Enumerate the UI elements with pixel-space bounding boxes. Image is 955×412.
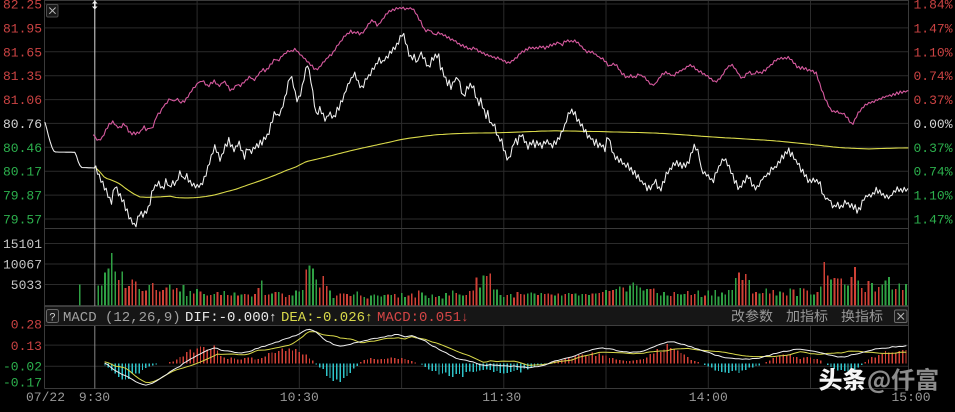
svg-text:15:00: 15:00 — [891, 390, 930, 405]
svg-text:0.28: 0.28 — [11, 317, 42, 332]
svg-text:14:00: 14:00 — [689, 390, 728, 405]
svg-text:81.65: 81.65 — [3, 45, 42, 60]
svg-text:80.46: 80.46 — [3, 141, 42, 156]
svg-text:79.87: 79.87 — [3, 189, 42, 204]
svg-text:82.25: 82.25 — [3, 0, 42, 13]
svg-text:15101: 15101 — [3, 237, 42, 252]
svg-text:9:30: 9:30 — [79, 390, 110, 405]
svg-text:↑: ↑ — [365, 310, 373, 325]
svg-text:0.74%: 0.74% — [914, 69, 953, 84]
svg-text:80.76: 80.76 — [3, 117, 42, 132]
svg-text:80.17: 80.17 — [3, 165, 42, 180]
svg-text:-0.02: -0.02 — [3, 360, 42, 375]
svg-text:10067: 10067 — [3, 258, 42, 273]
svg-text:0.74%: 0.74% — [914, 165, 953, 180]
svg-text:MACD:0.051: MACD:0.051 — [377, 310, 461, 326]
svg-text:1.47%: 1.47% — [914, 213, 953, 228]
svg-text:10:30: 10:30 — [280, 390, 319, 405]
svg-text:11:30: 11:30 — [482, 390, 521, 405]
svg-text:?: ? — [49, 313, 56, 325]
svg-text:-0.17: -0.17 — [3, 375, 42, 390]
svg-text:DIF:-0.000: DIF:-0.000 — [185, 310, 269, 326]
svg-text:1.10%: 1.10% — [914, 189, 953, 204]
svg-text:81.95: 81.95 — [3, 21, 42, 36]
svg-text:0.37%: 0.37% — [914, 93, 953, 108]
svg-text:5033: 5033 — [11, 278, 42, 293]
svg-text:1.47%: 1.47% — [914, 21, 953, 36]
svg-text:0.37%: 0.37% — [914, 141, 953, 156]
svg-text:0.13: 0.13 — [11, 339, 42, 354]
svg-text:DEA:-0.026: DEA:-0.026 — [281, 310, 365, 326]
svg-text:79.57: 79.57 — [3, 213, 42, 228]
svg-text:↓: ↓ — [461, 310, 469, 325]
svg-text:1.10%: 1.10% — [914, 45, 953, 60]
svg-text:1.84%: 1.84% — [914, 0, 953, 13]
svg-text:MACD (12,26,9): MACD (12,26,9) — [63, 310, 181, 326]
svg-text:↑: ↑ — [269, 310, 277, 325]
svg-text:81.35: 81.35 — [3, 69, 42, 84]
svg-text:07/22: 07/22 — [26, 390, 65, 405]
svg-text:81.06: 81.06 — [3, 93, 42, 108]
svg-text:0.00%: 0.00% — [914, 117, 953, 132]
